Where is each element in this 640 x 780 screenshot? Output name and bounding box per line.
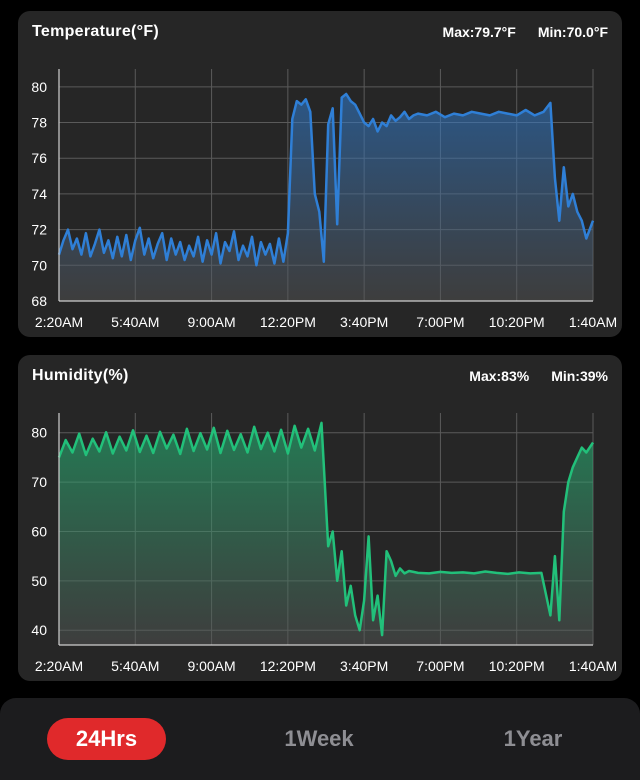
humidity-x-tick-label: 12:20PM [260,658,316,674]
humidity-y-tick-label: 60 [31,523,47,539]
temperature-x-tick-label: 10:20PM [489,314,545,330]
temperature-y-tick-label: 78 [31,115,47,131]
temperature-chart[interactable]: 68 70 72 74 76 78 80 2:20AM 5:40AM 9:00AM 12:20PM 3… [18,11,622,337]
temperature-y-tick-label: 70 [31,257,47,273]
temperature-y-tick-label: 80 [31,79,47,95]
humidity-card: Humidity(%) Max:83% Min:39% 40 50 60 70 80 2:… [18,355,622,681]
tab-1year[interactable]: 1Year [503,726,563,751]
humidity-title: Humidity(%) [32,367,129,384]
humidity-x-tick-label: 1:40AM [569,658,617,674]
tab-1week[interactable]: 1Week [284,726,354,751]
temperature-title: Temperature(°F) [32,23,160,40]
tab-24hrs[interactable]: 24Hrs [47,718,166,760]
temperature-y-tick-label: 76 [31,150,47,166]
temperature-x-tick-label: 5:40AM [111,314,159,330]
humidity-chart[interactable]: 40 50 60 70 80 2:20AM 5:40AM 9:00AM 12:20PM 3:40P… [18,355,622,681]
temperature-x-tick-label: 12:20PM [260,314,316,330]
temperature-x-tick-label: 9:00AM [187,314,235,330]
temperature-card: Temperature(°F) Max:79.7°F Min:70.0°F 68… [18,11,622,337]
humidity-y-tick-label: 50 [31,573,47,589]
temperature-x-tick-label: 7:00PM [416,314,464,330]
temperature-x-tick-label: 2:20AM [35,314,83,330]
humidity-x-tick-label: 2:20AM [35,658,83,674]
temperature-min: Min:70.0°F [537,24,608,40]
humidity-stats: Max:83% Min:39% [469,368,608,384]
temperature-stats: Max:79.7°F Min:70.0°F [443,24,608,40]
humidity-x-tick-label: 3:40PM [340,658,388,674]
temperature-max: Max:79.7°F [442,24,516,40]
humidity-max: Max:83% [469,368,530,384]
temperature-x-tick-label: 1:40AM [569,314,617,330]
humidity-series-line [57,421,595,637]
humidity-y-tick-label: 70 [31,474,47,490]
humidity-x-tick-label: 10:20PM [489,658,545,674]
humidity-min: Min:39% [551,368,608,384]
temperature-y-tick-label: 68 [31,293,47,309]
humidity-y-tick-label: 40 [31,622,47,638]
humidity-x-tick-label: 9:00AM [187,658,235,674]
humidity-x-tick-label: 7:00PM [416,658,464,674]
humidity-x-tick-label: 5:40AM [111,658,159,674]
humidity-y-tick-label: 80 [31,425,47,441]
temperature-y-tick-label: 74 [31,186,47,202]
humidity-area-fill [59,422,593,645]
temperature-y-tick-label: 72 [31,222,47,238]
time-range-bar: 24Hrs 1Week 1Year [0,698,640,780]
temperature-x-tick-label: 3:40PM [340,314,388,330]
temperature-series-line [57,92,595,267]
